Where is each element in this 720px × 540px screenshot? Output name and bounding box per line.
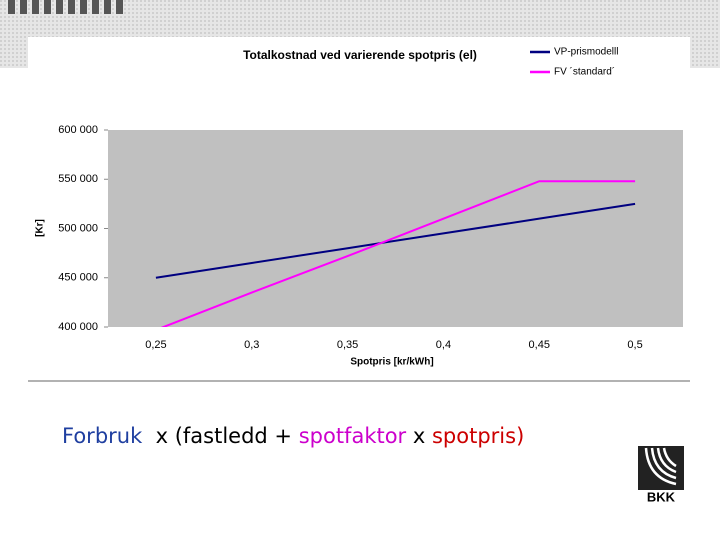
y-tick-label: 450 000 <box>58 272 98 284</box>
x-tick-label: 0,5 <box>627 339 642 351</box>
y-tick-label: 600 000 <box>58 124 98 136</box>
x-tick-label: 0,4 <box>436 339 451 351</box>
legend-label: FV ´standard´ <box>554 66 615 78</box>
formula-part: spotpris) <box>431 424 525 448</box>
bkk-logo: BKK <box>638 446 684 504</box>
formula: Forbruk x (fastledd + spotfaktor x spotp… <box>62 424 524 448</box>
series-line <box>160 180 636 327</box>
chart-title: Totalkostnad ved varierende spotpris (el… <box>243 48 477 62</box>
y-tick-label: 400 000 <box>58 321 98 333</box>
y-tick-label: 500 000 <box>58 222 98 234</box>
y-tick-label: 550 000 <box>58 173 98 185</box>
series-line <box>155 202 636 279</box>
x-axis-label: Spotpris [kr/kWh] <box>350 357 433 368</box>
x-tick-label: 0,3 <box>244 339 259 351</box>
formula-part: spotfaktor <box>298 424 407 448</box>
header-bars <box>8 0 123 14</box>
plot-background <box>108 130 683 327</box>
legend-label: VP-prismodelll <box>554 47 618 58</box>
formula-part: x (fastledd + <box>142 424 299 448</box>
formula-part: x <box>406 424 432 448</box>
y-axis-label: [Kr] <box>35 219 46 237</box>
x-tick-label: 0,45 <box>529 339 550 351</box>
x-tick-label: 0,25 <box>145 339 166 351</box>
plot <box>155 180 636 327</box>
formula-part: Forbruk <box>62 424 143 448</box>
x-tick-label: 0,35 <box>337 339 358 351</box>
logo-text: BKK <box>647 489 676 504</box>
